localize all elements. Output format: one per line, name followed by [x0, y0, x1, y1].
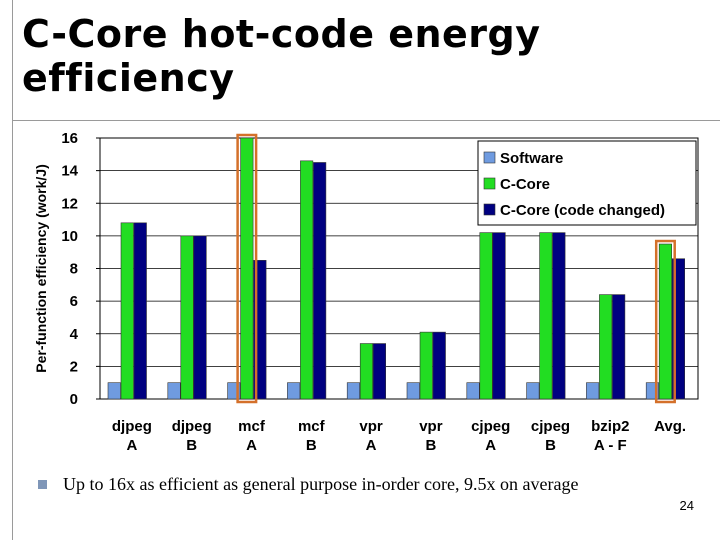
bar-c-core — [599, 294, 613, 400]
x-tick-label: cjpeg — [471, 418, 510, 435]
bullet-point: Up to 16x as efficient as general purpos… — [38, 474, 578, 495]
legend-swatch-software — [483, 151, 496, 164]
x-tick-label-sub: A - F — [594, 437, 627, 454]
bullet-text: Up to 16x as efficient as general purpos… — [63, 474, 579, 494]
bar-c-core — [180, 235, 194, 400]
y-tick-label: 4 — [70, 326, 79, 343]
legend-swatch-c-core-code-changed — [483, 203, 496, 216]
bar-c-core-code-changed — [133, 222, 147, 400]
bar-software — [466, 382, 480, 400]
legend-label-c-core: C-Core — [500, 176, 550, 193]
slide-title-line2: efficiency — [22, 56, 235, 100]
x-tick-label-sub: B — [425, 437, 436, 454]
bar-c-core — [120, 222, 134, 400]
bar-software — [586, 382, 600, 400]
bar-software — [287, 382, 301, 400]
y-tick-label: 2 — [70, 358, 78, 375]
x-tick-label-sub: A — [126, 437, 137, 454]
x-tick-label: cjpeg — [531, 418, 570, 435]
bar-c-core — [359, 343, 374, 400]
bar-software — [526, 382, 540, 400]
y-tick-label: 0 — [70, 391, 78, 408]
bar-c-core-code-changed — [193, 235, 207, 400]
bar-c-core — [419, 331, 433, 400]
bar-c-core-code-changed — [612, 294, 626, 400]
x-tick-label: vpr — [419, 418, 443, 435]
x-tick-label: mcf — [298, 418, 326, 435]
y-axis-label: Per-function efficiency (work/J) — [33, 164, 49, 372]
bar-c-core — [300, 160, 314, 400]
bar-c-core — [479, 232, 493, 400]
bar-c-core — [658, 243, 673, 400]
slide-title-line1: C-Core hot-code energy — [22, 12, 541, 56]
x-tick-label-sub: B — [306, 437, 317, 454]
y-tick-label: 8 — [70, 261, 78, 278]
bar-c-core — [240, 137, 254, 400]
bar-c-core-code-changed — [552, 232, 566, 400]
bar-c-core — [539, 232, 553, 400]
legend-label-c-core-code-changed: C-Core (code changed) — [500, 202, 665, 219]
bar-c-core-code-changed — [492, 232, 506, 400]
page-number: 24 — [679, 498, 694, 513]
bar-software — [167, 382, 181, 400]
legend-box — [477, 140, 697, 226]
y-tick-label: 10 — [61, 228, 78, 245]
x-tick-label-sub: B — [186, 437, 197, 454]
x-tick-label-sub: A — [366, 437, 377, 454]
bar-software — [406, 382, 420, 400]
bar-chart: 0 2 4 6 8 10 12 14 16 Per-function efficiency (wo… — [33, 130, 699, 454]
x-tick-label-sub: B — [545, 437, 556, 454]
y-tick-label: 12 — [61, 195, 78, 212]
slide-title-rule — [12, 120, 720, 121]
bar-software — [107, 382, 121, 400]
legend-label-software: Software — [500, 150, 563, 167]
x-tick-label: vpr — [359, 418, 383, 435]
highlight-box — [236, 133, 258, 404]
x-tick-label: djpeg — [112, 418, 152, 435]
bar-c-core-code-changed — [432, 331, 446, 400]
square-bullet-icon — [38, 480, 47, 489]
y-tick-label: 16 — [61, 130, 78, 147]
x-tick-label: bzip2 — [591, 418, 629, 435]
bar-c-core-code-changed — [313, 162, 327, 400]
y-tick-label: 6 — [70, 293, 78, 310]
y-tick-label: 14 — [61, 163, 78, 180]
x-tick-label-sub: A — [246, 437, 257, 454]
x-tick-label: Avg. — [654, 418, 686, 435]
bar-c-core-code-changed — [372, 343, 387, 400]
slide-left-rule — [12, 0, 13, 540]
x-tick-label-sub: A — [485, 437, 496, 454]
slide-title: C-Core hot-code energy efficiency — [22, 12, 541, 100]
legend-swatch-c-core — [483, 177, 496, 190]
bar-software — [346, 382, 361, 400]
x-tick-label: djpeg — [172, 418, 212, 435]
x-tick-label: mcf — [238, 418, 266, 435]
highlight-box — [654, 239, 676, 404]
